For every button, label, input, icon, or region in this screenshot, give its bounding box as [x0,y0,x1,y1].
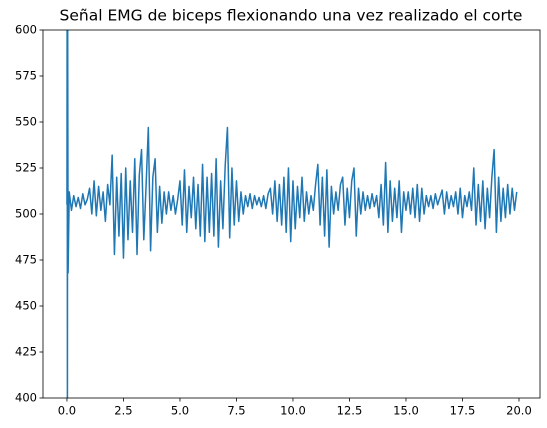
x-tick-label: 17.5 [450,404,476,418]
y-tick-label: 425 [15,345,37,359]
x-tick-label: 15.0 [393,404,419,418]
y-tick-label: 475 [15,253,37,267]
x-tick-label: 7.5 [227,404,245,418]
plot-area [66,30,518,398]
y-tick-label: 525 [15,161,37,175]
x-tick-label: 5.0 [171,404,189,418]
x-tick-label: 2.5 [114,404,132,418]
signal-line [66,30,518,398]
x-tick-label: 20.0 [506,404,532,418]
y-tick-label: 600 [15,23,37,37]
y-tick-label: 400 [15,391,37,405]
y-tick-label: 500 [15,207,37,221]
x-tick-label: 10.0 [280,404,306,418]
y-tick-label: 450 [15,299,37,313]
x-tick-label: 12.5 [337,404,363,418]
axes-frame [42,29,541,399]
chart-title: Señal EMG de biceps flexionando una vez … [60,7,523,25]
y-tick-label: 550 [15,115,37,129]
y-tick-label: 575 [15,69,37,83]
x-tick-label: 0.0 [58,404,76,418]
